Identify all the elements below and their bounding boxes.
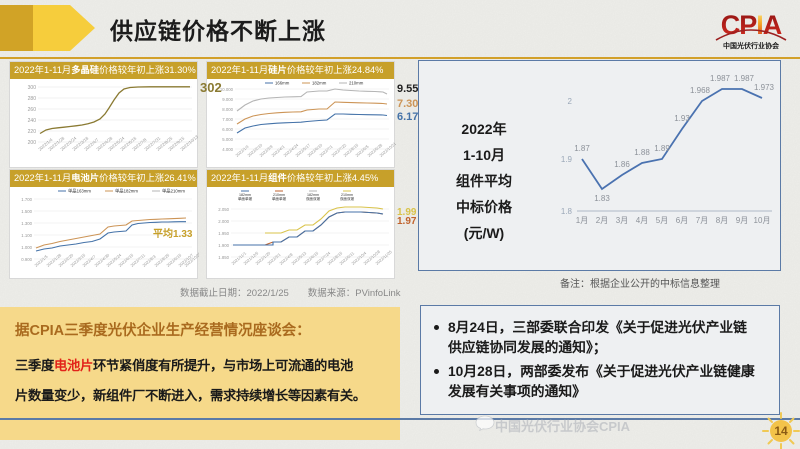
svg-text:10月: 10月: [754, 216, 771, 225]
svg-text:1.89: 1.89: [654, 144, 670, 153]
svg-text:200: 200: [28, 140, 37, 146]
svg-text:166mm: 166mm: [275, 81, 290, 86]
svg-text:8月: 8月: [716, 216, 728, 225]
svg-text:1.968: 1.968: [690, 86, 711, 95]
svg-text:单面单玻: 单面单玻: [272, 196, 287, 201]
svg-text:6月: 6月: [676, 216, 688, 225]
svg-text:10.000: 10.000: [220, 87, 234, 92]
svg-text:2月: 2月: [596, 216, 608, 225]
svg-text:单面单玻: 单面单玻: [238, 196, 253, 201]
svg-text:1.973: 1.973: [754, 83, 775, 92]
svg-text:1.8: 1.8: [561, 207, 573, 216]
svg-text:1.987: 1.987: [710, 74, 731, 83]
svg-text:2.050: 2.050: [218, 207, 229, 212]
svg-text:0.900: 0.900: [21, 257, 32, 262]
svg-text:1.700: 1.700: [21, 197, 32, 202]
svg-text:1月: 1月: [576, 216, 588, 225]
svg-text:1.9: 1.9: [561, 155, 573, 164]
svg-text:4月: 4月: [636, 216, 648, 225]
svg-text:1.950: 1.950: [218, 231, 229, 236]
svg-text:双面双玻: 双面双玻: [306, 196, 321, 201]
svg-text:7.000: 7.000: [222, 117, 233, 122]
svg-text:双面双玻: 双面双玻: [340, 196, 355, 201]
svg-text:1.88: 1.88: [634, 148, 650, 157]
svg-text:1.900: 1.900: [218, 243, 229, 248]
svg-text:1.87: 1.87: [574, 144, 590, 153]
svg-text:1.93: 1.93: [674, 114, 690, 123]
svg-text:1.86: 1.86: [614, 160, 630, 169]
svg-text:单晶182mm: 单晶182mm: [115, 188, 138, 195]
svg-text:9月: 9月: [736, 216, 748, 225]
svg-text:单晶210mm: 单晶210mm: [162, 188, 185, 195]
svg-text:中国光伏行业协会: 中国光伏行业协会: [723, 41, 780, 50]
svg-text:1.000: 1.000: [21, 245, 32, 250]
svg-text:5.000: 5.000: [222, 137, 233, 142]
svg-text:1.850: 1.850: [218, 255, 229, 260]
svg-text:1.300: 1.300: [21, 221, 32, 226]
svg-text:8.000: 8.000: [222, 107, 233, 112]
svg-text:14: 14: [774, 424, 788, 438]
svg-text:182mm: 182mm: [312, 81, 327, 86]
svg-text:9.000: 9.000: [222, 97, 233, 102]
svg-text:3月: 3月: [616, 216, 628, 225]
svg-text:1.83: 1.83: [594, 194, 610, 203]
svg-text:280: 280: [28, 96, 37, 102]
svg-text:260: 260: [28, 107, 37, 113]
svg-text:5月: 5月: [656, 216, 668, 225]
svg-text:7月: 7月: [696, 216, 708, 225]
svg-text:单晶163mm: 单晶163mm: [68, 188, 91, 195]
svg-text:4.000: 4.000: [222, 147, 233, 152]
svg-text:2.000: 2.000: [218, 219, 229, 224]
svg-text:CPIA: CPIA: [721, 10, 782, 40]
svg-text:300: 300: [28, 85, 37, 91]
svg-text:2: 2: [568, 97, 573, 106]
svg-text:1.500: 1.500: [21, 209, 32, 214]
svg-text:240: 240: [28, 118, 37, 124]
svg-text:210mm: 210mm: [349, 81, 364, 86]
svg-text:6.000: 6.000: [222, 127, 233, 132]
svg-text:220: 220: [28, 129, 37, 135]
svg-text:1.987: 1.987: [734, 74, 755, 83]
svg-text:1.100: 1.100: [21, 233, 32, 238]
